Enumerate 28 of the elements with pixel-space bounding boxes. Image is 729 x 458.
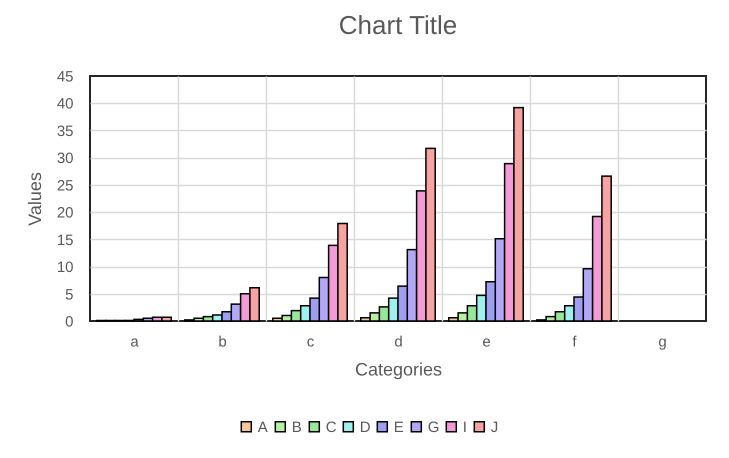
- legend-label: D: [360, 418, 371, 436]
- y-tick-label: 45: [56, 68, 74, 86]
- legend-label: E: [394, 418, 404, 436]
- y-tick-label: 20: [56, 204, 74, 222]
- x-tick-label: c: [306, 334, 315, 350]
- y-tick-label: 0: [65, 314, 74, 330]
- legend-label: G: [428, 418, 440, 436]
- y-axis-title: Values: [24, 172, 45, 226]
- x-tick-label: f: [572, 334, 578, 350]
- legend-label: J: [490, 418, 498, 436]
- x-tick-label: b: [218, 334, 227, 350]
- chart-title: Chart Title: [338, 10, 458, 40]
- legend-label: A: [258, 418, 268, 436]
- y-tick-label: 40: [56, 96, 74, 113]
- x-axis-title: Categories: [354, 360, 442, 380]
- y-tick-label: 5: [65, 286, 74, 304]
- legend-label: B: [292, 418, 302, 436]
- y-tick-label: 10: [56, 259, 74, 276]
- x-tick-label: d: [394, 334, 403, 350]
- y-tick-label: 25: [56, 177, 74, 194]
- x-tick-label: e: [482, 334, 491, 350]
- y-tick-label: 35: [56, 122, 74, 140]
- legend-label: C: [326, 418, 337, 436]
- x-tick-label: a: [130, 334, 140, 350]
- y-tick-label: 30: [56, 150, 74, 168]
- legend-label: I: [462, 418, 467, 436]
- x-tick-label: g: [658, 334, 667, 350]
- y-tick-label: 15: [56, 232, 74, 249]
